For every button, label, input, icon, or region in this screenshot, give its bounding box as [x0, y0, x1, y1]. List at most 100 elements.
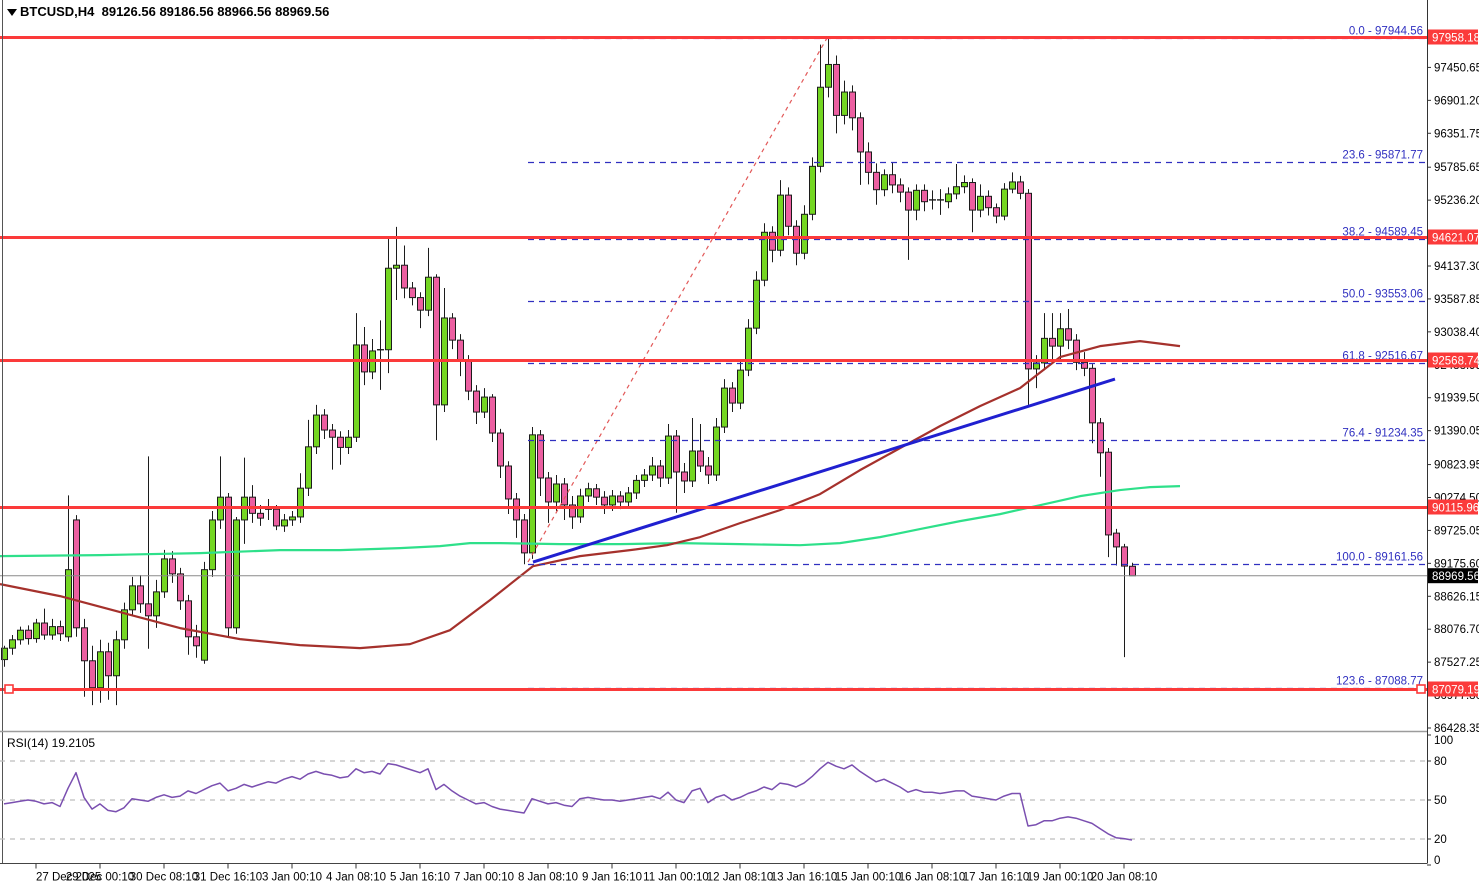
candle-bear	[857, 117, 864, 153]
price-tick-label: 91390.05	[1434, 426, 1479, 438]
fib-level-label: 100.0 - 89161.56	[1336, 552, 1423, 564]
fib-level-label: 38.2 - 94589.45	[1342, 227, 1423, 239]
sr-price-badge	[1428, 352, 1478, 368]
time-tick-label: 27 Dec 2025	[36, 872, 101, 884]
candle-bull	[209, 519, 216, 571]
candle-bear	[497, 432, 504, 467]
candle-bull	[1001, 188, 1008, 217]
candle-bull	[801, 213, 808, 254]
time-tick-label: 31 Dec 16:10	[194, 872, 262, 884]
candle-bear	[169, 558, 176, 575]
candle-bull	[625, 492, 632, 503]
time-tick-label: 15 Jan 00:10	[835, 872, 902, 884]
candle-bull	[1057, 328, 1064, 347]
candle-bull	[9, 639, 16, 649]
candle-bear	[105, 651, 112, 677]
price-tick-label: 94137.30	[1434, 261, 1479, 273]
time-tick-label: 20 Jan 08:10	[1091, 872, 1158, 884]
candle-bear	[225, 496, 232, 629]
candle-bear	[873, 171, 880, 191]
candle-bear	[1105, 451, 1112, 536]
candle-bear	[1129, 565, 1136, 577]
time-tick-label: 30 Dec 08:10	[130, 872, 198, 884]
candle-bear	[329, 429, 336, 438]
candle-bear	[409, 287, 416, 299]
price-tick-label: 91939.50	[1434, 393, 1479, 405]
candle-bear	[57, 626, 64, 635]
candle-bear	[1049, 337, 1056, 347]
price-badge-label: 88969.56	[1432, 571, 1479, 583]
candle-bear	[985, 195, 992, 209]
candle-bull	[721, 387, 728, 428]
candle-bull	[129, 585, 136, 611]
price-tick-label: 89175.60	[1434, 558, 1479, 570]
candle-bear	[89, 660, 96, 689]
candle-bull	[305, 446, 312, 489]
candle-bear	[1121, 546, 1128, 567]
rsi-pane[interactable]	[0, 760, 1427, 841]
candle-bear	[513, 498, 520, 521]
rsi-tick-label: 100	[1434, 735, 1453, 747]
time-tick-label: 17 Jan 16:10	[963, 872, 1030, 884]
fib-level-label: 23.6 - 95871.77	[1342, 150, 1423, 162]
candle-bull	[289, 516, 296, 521]
candle-bear	[593, 488, 600, 498]
symbol-dropdown-icon[interactable]	[7, 9, 17, 16]
time-tick-label: 4 Jan 08:10	[326, 872, 386, 884]
line-handle[interactable]	[4, 684, 14, 694]
axis-panel-bg	[1427, 0, 1479, 888]
candle-bear	[25, 629, 32, 640]
time-tick-label: 5 Jan 16:10	[390, 872, 450, 884]
candle-bear	[561, 483, 568, 506]
candle-bull	[913, 189, 920, 211]
candle-bear	[1081, 361, 1088, 369]
candle-bear	[785, 194, 792, 227]
candle-bear	[697, 450, 704, 467]
candle-bear	[657, 465, 664, 479]
candle-bear	[361, 344, 368, 373]
candle-bull	[737, 369, 744, 404]
price-tick-label: 88626.15	[1434, 591, 1479, 603]
trendline-blue[interactable]	[532, 377, 1116, 564]
price-tick-label: 87527.25	[1434, 657, 1479, 669]
candle-bear	[833, 63, 840, 116]
price-badge-label: 87079.19	[1432, 684, 1479, 696]
candle-bear	[137, 585, 144, 605]
candle-bull	[17, 629, 24, 641]
price-tick-label: 96901.20	[1434, 95, 1479, 107]
candle-bear	[457, 339, 464, 362]
price-axis[interactable]: 97450.65 96901.20 96351.75 95785.65 95236.20…	[1427, 0, 1479, 888]
candle-bear	[81, 627, 88, 662]
time-tick-label: 16 Jan 08:10	[899, 872, 966, 884]
sr-price-badge	[1428, 499, 1478, 515]
rsi-tick-label: 50	[1434, 795, 1447, 807]
line-handle[interactable]	[1416, 684, 1426, 694]
candle-bear	[273, 508, 280, 527]
candle-bull	[1, 647, 8, 661]
candle-bear	[257, 512, 264, 519]
candle-bull	[65, 569, 72, 638]
candle-bull	[745, 327, 752, 371]
time-tick-label: 3 Jan 00:10	[262, 872, 322, 884]
fib-level-label: 50.0 - 93553.06	[1342, 289, 1423, 301]
candle-bear	[1025, 192, 1032, 370]
candle-bull	[753, 279, 760, 329]
candle-bear	[401, 264, 408, 289]
candle-bull	[201, 569, 208, 661]
candle-bear	[185, 600, 192, 638]
fib-level-label: 76.4 - 91234.35	[1342, 428, 1423, 440]
candle-bear	[321, 414, 328, 431]
candle-bull	[385, 267, 392, 351]
candle-bear	[417, 297, 424, 311]
candle-bull	[817, 86, 824, 167]
candle-bull	[841, 91, 848, 116]
support-resistance-group[interactable]	[0, 36, 1427, 694]
candle-bull	[713, 426, 720, 476]
candle-bear	[569, 504, 576, 518]
candle-bull	[153, 591, 160, 617]
candle-bear	[145, 603, 152, 617]
candle-bull	[585, 488, 592, 497]
price-tick-label: 88076.70	[1434, 624, 1479, 636]
